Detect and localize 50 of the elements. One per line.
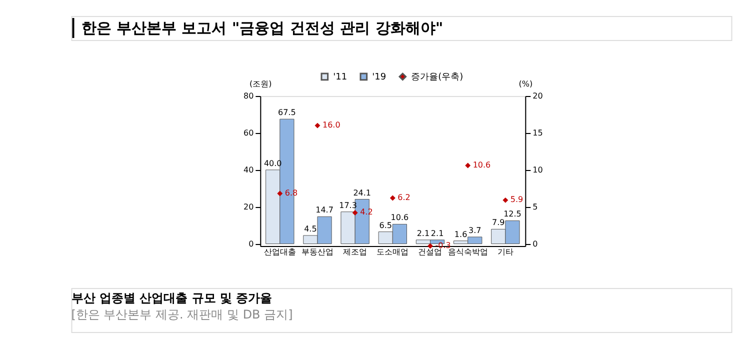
data-label: 5.9	[510, 195, 524, 204]
data-label: 3.7	[468, 226, 482, 235]
data-label: 10.6	[472, 160, 491, 170]
point	[502, 197, 508, 203]
y2-tick-label: 5	[532, 202, 538, 212]
y-tick-label: 20	[243, 202, 254, 212]
y-axis-title: (조원)	[250, 80, 272, 88]
data-label: 10.6	[390, 213, 409, 222]
data-label: 1.6	[454, 230, 468, 239]
x-tick-label: 음식숙박업	[448, 248, 488, 256]
y2-tick-label: 10	[532, 165, 543, 174]
data-label: 6.8	[284, 188, 298, 198]
x-tick-label: 부동산업	[301, 248, 334, 256]
legend-label: '11	[333, 72, 348, 83]
data-label: 16.0	[322, 120, 340, 130]
text: 부산 업종별 산업대출 규모 및 증가율	[71, 291, 272, 305]
point	[390, 195, 396, 201]
data-label: 67.5	[278, 108, 296, 118]
data-label: 12.5	[504, 210, 522, 219]
text: [한은 부산본부 제공. 재판매 및 DB 금지]	[71, 308, 293, 322]
data-label: 6.2	[398, 192, 410, 202]
y-tick-label: 40	[243, 165, 254, 174]
data-label: 6.5	[379, 220, 392, 230]
data-label: 7.9	[492, 218, 505, 228]
x-tick-label: 건설업	[418, 248, 442, 256]
y2-tick-label: 20	[532, 92, 543, 100]
y2-axis-title: (%)	[518, 80, 533, 88]
x-tick-label: 도소매업	[376, 248, 409, 256]
data-label: 40.0	[264, 158, 282, 168]
x-tick-label: 제조업	[343, 248, 368, 256]
legend-label: 증가율(우축)	[411, 72, 464, 83]
data-label: 24.1	[353, 188, 372, 198]
data-label: 14.7	[316, 206, 334, 215]
y-tick-label: 60	[243, 128, 254, 138]
point	[314, 122, 320, 128]
y2-tick-label: 0	[532, 239, 538, 248]
point	[352, 210, 358, 216]
data-label: 4.5	[304, 224, 317, 234]
data-label: 4.2	[360, 208, 373, 217]
legend-label: '19	[372, 72, 386, 83]
x-tick-label: 기타	[497, 248, 514, 256]
point	[465, 162, 471, 168]
point	[277, 190, 283, 196]
data-label: 2.1	[416, 228, 430, 238]
y2-tick-label: 15	[532, 128, 543, 138]
chart-title: 한은 부산본부 보고서 "금융업 건전성 관리 강화해야"	[81, 19, 444, 37]
x-tick-label: 산업대출	[264, 248, 296, 256]
y-tick-label: 0	[248, 239, 254, 248]
data-label: 2.1	[430, 228, 444, 238]
y-tick-label: 80	[243, 92, 254, 100]
